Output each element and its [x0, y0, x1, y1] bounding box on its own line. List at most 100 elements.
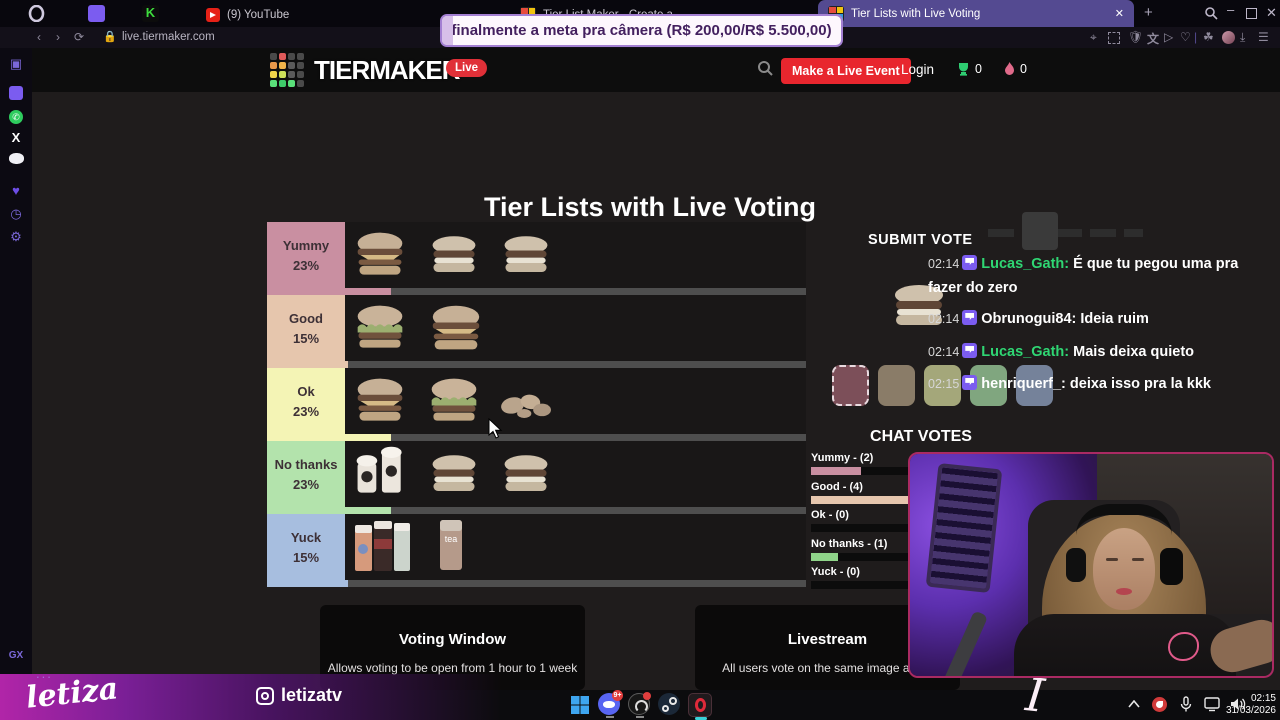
tray-mic-icon[interactable] — [1180, 696, 1192, 713]
sidebar-twitch-icon[interactable] — [0, 86, 32, 103]
sidebar-discord-icon[interactable] — [0, 152, 32, 167]
submit-vote-heading: SUBMIT VOTE — [868, 232, 973, 248]
tier-item-image[interactable] — [497, 230, 555, 280]
dimmed-chat-text — [988, 229, 1143, 237]
snapshot-icon[interactable] — [1108, 32, 1120, 44]
tray-cast-icon[interactable] — [1204, 697, 1222, 712]
shirt-logo — [1168, 632, 1199, 661]
extension-icon[interactable]: ☘ — [1203, 30, 1214, 44]
profile-avatar[interactable] — [1222, 31, 1235, 44]
overlay-dots: ... — [36, 666, 53, 681]
pin-icon[interactable]: ⌖ — [1090, 30, 1097, 44]
card-body: Allows voting to be open from 1 hour to … — [327, 661, 578, 675]
youtube-favicon — [206, 7, 220, 22]
tier-progress-yuck — [267, 580, 806, 587]
back-icon[interactable]: ‹ — [37, 30, 41, 44]
chat-timestamp: 02:14 — [928, 312, 960, 326]
tier-item-image[interactable] — [425, 303, 487, 355]
chat-username: Lucas_Gath: — [981, 344, 1070, 360]
taskbar-steam-icon[interactable] — [658, 693, 682, 717]
search-tabs-icon[interactable] — [1204, 6, 1218, 20]
tier-item-image[interactable]: tea — [431, 516, 471, 574]
tier-item-image[interactable] — [351, 303, 409, 353]
tier-label: Yuck 15% — [267, 514, 345, 580]
tab-youtube[interactable]: (9) YouTube — [196, 2, 299, 27]
restore-button[interactable] — [1246, 8, 1257, 19]
pinned-tab-twitch-icon[interactable] — [88, 5, 105, 22]
download-icon[interactable]: ⤓ — [1240, 30, 1246, 44]
menu-icon[interactable]: ☰ — [1258, 30, 1269, 44]
tier-item-image[interactable] — [425, 449, 483, 499]
vent-panel — [925, 462, 1003, 594]
tier-item-image[interactable] — [351, 516, 415, 574]
sidebar-heart-icon[interactable]: ♥ — [12, 183, 20, 198]
new-tab-button[interactable]: + — [1144, 4, 1153, 21]
tier-item-image[interactable] — [497, 376, 555, 426]
instagram-icon — [256, 686, 274, 705]
tier-item-image[interactable] — [351, 230, 409, 280]
twitch-badge-icon — [962, 310, 978, 325]
tier-row-yummy: Yummy 23% — [267, 222, 806, 288]
tray-chevron-icon[interactable] — [1128, 700, 1140, 708]
twitch-badge-icon — [962, 375, 978, 390]
trophy-counter[interactable]: 0 — [957, 62, 982, 76]
tier-item-image[interactable] — [497, 449, 555, 499]
chat-scrollbar-thumb[interactable] — [1022, 212, 1058, 250]
taskbar-operagx-icon[interactable] — [688, 693, 712, 720]
tier-row-ok: Ok 23% — [267, 368, 806, 434]
tier-items — [345, 222, 806, 288]
tier-row-good: Good 15% — [267, 295, 806, 361]
tab-tier-lists-live-voting[interactable]: Tier Lists with Live Voting ✕ — [818, 0, 1134, 27]
windows-start-icon[interactable] — [568, 693, 592, 717]
vote-swatch-yuck[interactable] — [1016, 365, 1053, 406]
sidebar-settings-icon[interactable]: ⚙ — [10, 229, 22, 244]
forward-icon[interactable]: › — [56, 30, 60, 44]
site-search-icon[interactable] — [757, 60, 773, 76]
login-link[interactable]: Login — [901, 62, 935, 77]
reload-icon[interactable]: ⟳ — [74, 30, 85, 44]
vote-result-ok: Ok - (0) — [811, 509, 931, 532]
taskbar-obs-icon[interactable] — [628, 692, 652, 718]
gx-corner-icon[interactable]: ▣ — [9, 56, 23, 71]
opera-logo-icon[interactable] — [28, 5, 45, 22]
sidebar-whatsapp-icon[interactable]: ✆ — [0, 108, 32, 124]
minimize-button[interactable]: – — [1227, 2, 1235, 17]
tray-recording-icon[interactable] — [1152, 697, 1167, 712]
tier-items — [345, 368, 806, 434]
twitch-badge-icon — [962, 255, 978, 270]
stream-brand-overlay: ... letiza letizatv — [0, 666, 570, 720]
tiermaker-wordmark[interactable]: TIERMAKER — [314, 55, 461, 85]
sidebar-history-icon[interactable]: ◷ — [10, 206, 22, 221]
close-button[interactable]: ✕ — [1266, 5, 1277, 20]
vote-swatch-yummy[interactable] — [832, 365, 869, 406]
vote-result-no-thanks: No thanks - (1) — [811, 538, 931, 561]
play-icon[interactable]: ▷ — [1164, 30, 1174, 44]
tier-item-image[interactable] — [425, 230, 483, 280]
vote-swatch-good[interactable] — [878, 365, 915, 406]
streamer-eye — [1132, 558, 1144, 561]
sidebar-x-icon[interactable]: X — [11, 130, 21, 145]
tier-label: Ok 23% — [267, 368, 345, 434]
tier-item-image[interactable] — [351, 444, 411, 500]
tab-close-icon[interactable]: ✕ — [1114, 8, 1124, 20]
translate-icon[interactable]: 文 — [1147, 32, 1160, 46]
tier-item-image[interactable] — [351, 376, 409, 426]
tiermaker-logo-icon[interactable] — [270, 53, 304, 87]
streamer-lips — [1116, 588, 1132, 595]
tray-speaker-icon[interactable] — [1230, 697, 1247, 711]
streamer-shirt — [1014, 614, 1236, 676]
vote-swatch-ok[interactable] — [924, 365, 961, 406]
url-text[interactable]: live.tiermaker.com — [122, 31, 215, 43]
flame-icon — [1005, 62, 1014, 75]
make-live-event-button[interactable]: Make a Live Event — [781, 58, 911, 84]
shield-icon[interactable]: 🛡 — [1128, 30, 1144, 44]
chat-username: henriquerf_: — [981, 376, 1066, 392]
chat-message: 02:14 Lucas_Gath: É que tu pegou uma pra … — [928, 252, 1260, 300]
flame-counter[interactable]: 0 — [1004, 62, 1027, 76]
pinned-tab-kick-icon[interactable]: K — [142, 5, 159, 22]
tier-item-image[interactable] — [425, 376, 483, 426]
taskbar-discord-icon[interactable]: 9+ — [598, 690, 623, 718]
gx-label: GX — [8, 650, 24, 661]
taskbar-clock[interactable]: 02:15 31/03/2026 — [1226, 693, 1276, 717]
heart-outline-icon[interactable]: ♡ — [1180, 30, 1191, 44]
